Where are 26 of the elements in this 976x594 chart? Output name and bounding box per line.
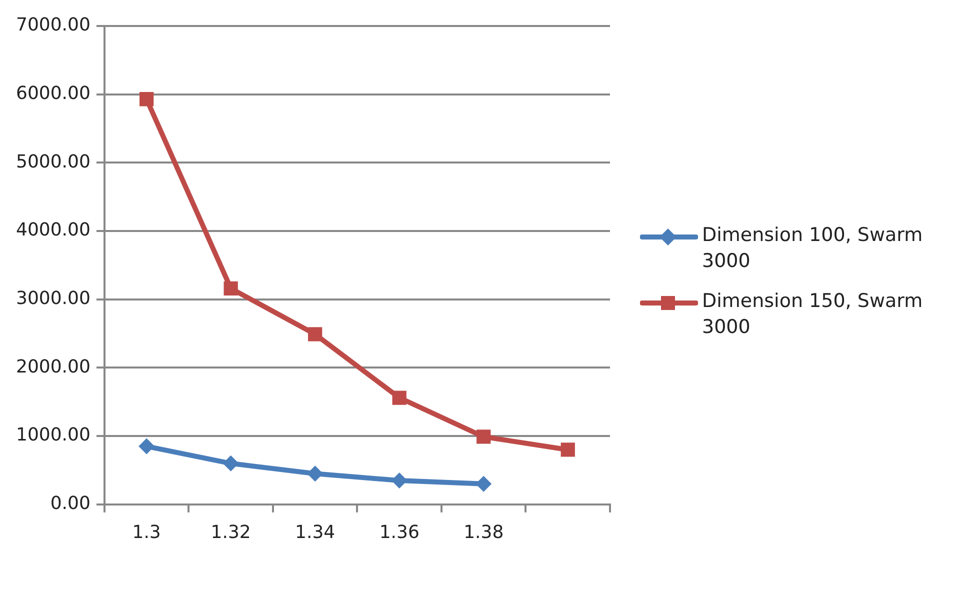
- y-tick-label: 1000.00: [16, 424, 90, 446]
- point: [138, 438, 155, 454]
- point: [476, 430, 491, 444]
- point: [391, 472, 408, 488]
- y-tick-label: 4000.00: [16, 220, 90, 241]
- legend-label: Dimension 150, Swarm 3000: [702, 289, 924, 340]
- point: [222, 455, 239, 472]
- y-tick-label: 0.00: [50, 493, 90, 514]
- point: [560, 442, 575, 457]
- point: [476, 476, 492, 492]
- y-tick-label: 5000.00: [16, 151, 90, 172]
- y-tick-label: 2000.00: [16, 356, 90, 378]
- point: [307, 466, 324, 482]
- x-tick-label: 1.34: [295, 522, 336, 543]
- legend-label: Dimension 100, Swarm 3000: [702, 223, 924, 274]
- point: [392, 390, 406, 405]
- x-tick-label: 1.36: [379, 522, 420, 543]
- y-tick-label: 6000.00: [16, 83, 90, 104]
- x-tick-label: 1.3: [132, 522, 161, 543]
- x-tick-label: 1.32: [210, 522, 251, 543]
- y-tick-label: 3000.00: [16, 288, 90, 310]
- point: [224, 281, 238, 296]
- point: [308, 327, 322, 342]
- x-tick-label: 1.38: [464, 522, 504, 543]
- point: [139, 92, 154, 106]
- y-tick-label: 7000.00: [16, 14, 90, 36]
